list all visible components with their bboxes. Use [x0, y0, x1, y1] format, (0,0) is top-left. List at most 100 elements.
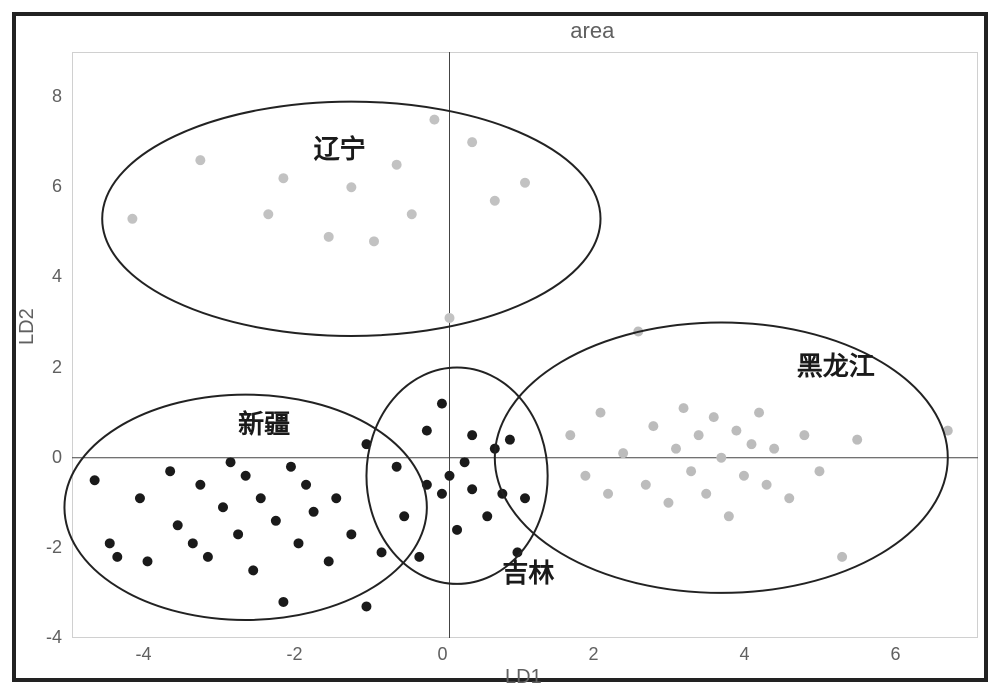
scatter-point-jilin	[482, 511, 492, 521]
scatter-point-heilongjiang	[596, 408, 606, 418]
scatter-point-xinjiang	[105, 538, 115, 548]
scatter-point-xinjiang	[331, 493, 341, 503]
scatter-point-xinjiang	[286, 462, 296, 472]
x-tick-label: -4	[136, 644, 152, 665]
scatter-point-xinjiang	[233, 529, 243, 539]
scatter-point-liaoning	[429, 115, 439, 125]
scatter-point-liaoning	[369, 236, 379, 246]
scatter-point-heilongjiang	[724, 511, 734, 521]
scatter-point-heilongjiang	[784, 493, 794, 503]
scatter-point-heilongjiang	[686, 466, 696, 476]
cluster-label-heilongjiang: 黑龙江	[797, 346, 875, 383]
scatter-point-heilongjiang	[852, 435, 862, 445]
scatter-point-heilongjiang	[716, 453, 726, 463]
scatter-point-heilongjiang	[671, 444, 681, 454]
scatter-point-xinjiang	[188, 538, 198, 548]
scatter-point-heilongjiang	[762, 480, 772, 490]
scatter-point-xinjiang	[90, 475, 100, 485]
scatter-point-jilin	[414, 552, 424, 562]
scatter-point-heilongjiang	[618, 448, 628, 458]
scatter-point-jilin	[467, 430, 477, 440]
scatter-point-jilin	[399, 511, 409, 521]
scatter-point-xinjiang	[218, 502, 228, 512]
scatter-point-xinjiang	[301, 480, 311, 490]
scatter-point-jilin	[452, 525, 462, 535]
scatter-point-xinjiang	[294, 538, 304, 548]
scatter-point-heilongjiang	[754, 408, 764, 418]
scatter-point-heilongjiang	[694, 430, 704, 440]
scatter-point-liaoning	[324, 232, 334, 242]
scatter-point-xinjiang	[143, 556, 153, 566]
scatter-point-jilin	[445, 471, 455, 481]
scatter-point-heilongjiang	[799, 430, 809, 440]
scatter-point-xinjiang	[203, 552, 213, 562]
scatter-point-liaoning	[407, 209, 417, 219]
scatter-point-heilongjiang	[747, 439, 757, 449]
scatter-point-heilongjiang	[709, 412, 719, 422]
scatter-point-xinjiang	[278, 597, 288, 607]
scatter-point-heilongjiang	[701, 489, 711, 499]
x-tick-label: 0	[438, 644, 448, 665]
x-tick-label: 4	[740, 644, 750, 665]
scatter-point-jilin	[467, 484, 477, 494]
x-tick-label: 2	[589, 644, 599, 665]
scatter-point-jilin	[437, 489, 447, 499]
scatter-point-xinjiang	[226, 457, 236, 467]
scatter-point-liaoning	[127, 214, 137, 224]
scatter-point-liaoning	[490, 196, 500, 206]
scatter-point-liaoning	[467, 137, 477, 147]
scatter-point-heilongjiang	[565, 430, 575, 440]
scatter-point-heilongjiang	[663, 498, 673, 508]
scatter-point-xinjiang	[309, 507, 319, 517]
scatter-point-xinjiang	[346, 529, 356, 539]
cluster-label-jilin: 吉林	[502, 553, 554, 590]
scatter-point-jilin	[460, 457, 470, 467]
x-tick-label: -2	[287, 644, 303, 665]
scatter-point-heilongjiang	[641, 480, 651, 490]
scatter-point-jilin	[422, 426, 432, 436]
scatter-point-xinjiang	[248, 565, 258, 575]
y-tick-label: -4	[46, 627, 62, 648]
scatter-point-liaoning	[520, 178, 530, 188]
scatter-point-liaoning	[346, 182, 356, 192]
scatter-point-heilongjiang	[837, 552, 847, 562]
scatter-point-heilongjiang	[679, 403, 689, 413]
scatter-point-xinjiang	[173, 520, 183, 530]
scatter-point-xinjiang	[361, 601, 371, 611]
scatter-point-jilin	[505, 435, 515, 445]
y-tick-label: 6	[52, 176, 62, 197]
y-tick-label: 0	[52, 447, 62, 468]
scatter-point-xinjiang	[241, 471, 251, 481]
cluster-label-liaoning: 辽宁	[314, 129, 366, 166]
scatter-point-liaoning	[392, 160, 402, 170]
scatter-point-xinjiang	[324, 556, 334, 566]
scatter-point-xinjiang	[256, 493, 266, 503]
scatter-point-jilin	[520, 493, 530, 503]
x-tick-label: 6	[891, 644, 901, 665]
scatter-point-heilongjiang	[814, 466, 824, 476]
scatter-point-liaoning	[263, 209, 273, 219]
scatter-point-xinjiang	[135, 493, 145, 503]
y-tick-label: -2	[46, 537, 62, 558]
scatter-point-xinjiang	[377, 547, 387, 557]
scatter-point-heilongjiang	[731, 426, 741, 436]
y-tick-label: 8	[52, 86, 62, 107]
scatter-point-liaoning	[195, 155, 205, 165]
y-tick-label: 2	[52, 357, 62, 378]
scatter-point-heilongjiang	[739, 471, 749, 481]
scatter-point-xinjiang	[112, 552, 122, 562]
scatter-point-heilongjiang	[580, 471, 590, 481]
scatter-point-xinjiang	[195, 480, 205, 490]
scatter-point-heilongjiang	[603, 489, 613, 499]
cluster-ellipse-jilin	[366, 368, 547, 584]
scatter-point-jilin	[392, 462, 402, 472]
cluster-label-xinjiang: 新疆	[238, 404, 290, 441]
scatter-point-liaoning	[278, 173, 288, 183]
scatter-point-heilongjiang	[648, 421, 658, 431]
scatter-point-jilin	[437, 399, 447, 409]
scatter-point-xinjiang	[165, 466, 175, 476]
scatter-point-heilongjiang	[769, 444, 779, 454]
y-tick-label: 4	[52, 266, 62, 287]
scatter-point-xinjiang	[271, 516, 281, 526]
scatter-point-liaoning	[445, 313, 455, 323]
